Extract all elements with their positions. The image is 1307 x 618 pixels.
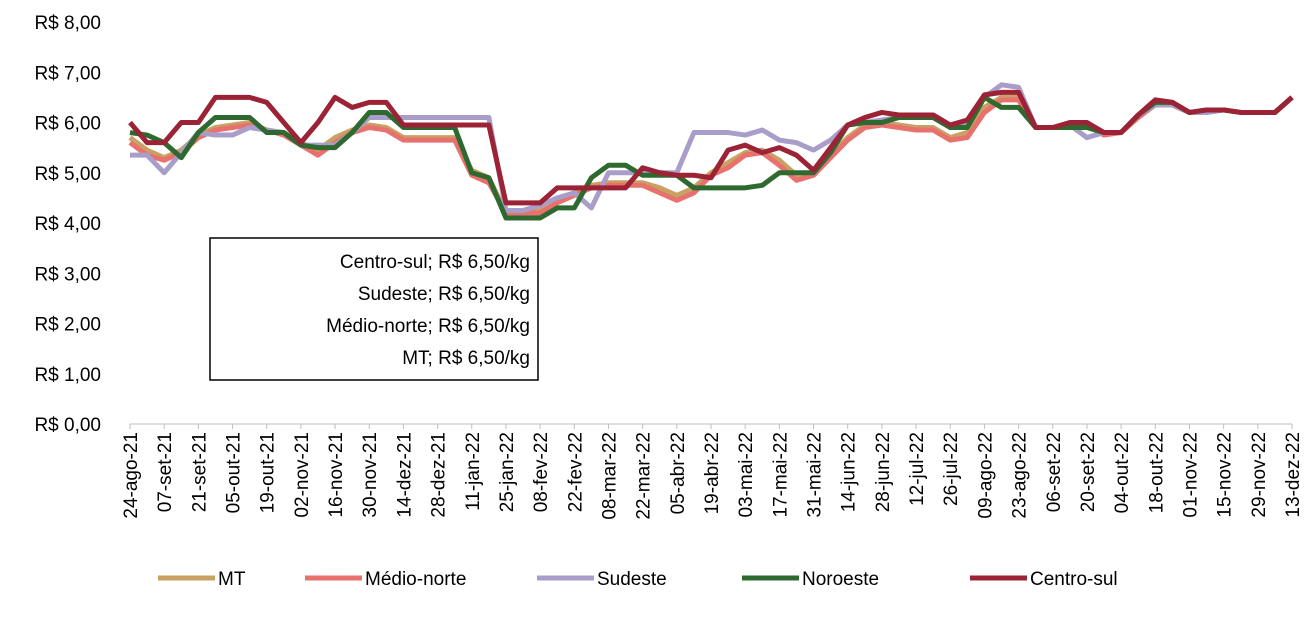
legend-label: Centro-sul — [1030, 569, 1118, 590]
x-tick-label: 12-jul-22 — [907, 432, 928, 506]
x-tick-label: 28-jun-22 — [873, 432, 894, 512]
series-line — [128, 89, 1294, 206]
x-tick-label: 11-jan-22 — [463, 432, 484, 511]
legend-label: Sudeste — [597, 569, 667, 590]
x-tick-label: 02-nov-21 — [292, 432, 313, 518]
legend-label: Médio-norte — [365, 569, 466, 590]
annotation-text: Centro-sul; R$ 6,50/kg — [340, 252, 530, 273]
x-tick-label: 01-nov-22 — [1180, 432, 1201, 518]
y-tick-label: R$ 3,00 — [34, 264, 101, 285]
x-tick-label: 08-mar-22 — [599, 432, 620, 520]
y-tick-label: R$ 8,00 — [34, 13, 101, 34]
x-tick-label: 30-nov-21 — [360, 432, 381, 518]
x-tick-label: 17-mai-22 — [770, 432, 791, 518]
series-line — [128, 95, 1294, 216]
x-tick-label: 22-mar-22 — [634, 432, 655, 520]
x-tick-label: 18-out-22 — [1146, 432, 1167, 513]
x-tick-label: 19-out-21 — [258, 432, 279, 513]
x-tick-label: 05-abr-22 — [668, 432, 689, 514]
annotation-text: Médio-norte; R$ 6,50/kg — [326, 316, 530, 337]
x-tick-label: 31-mai-22 — [805, 432, 826, 518]
x-tick-label: 08-fev-22 — [531, 432, 552, 512]
annotation-text: MT; R$ 6,50/kg — [402, 348, 530, 369]
x-tick-label: 13-dez-22 — [1283, 432, 1304, 518]
x-tick-label: 06-set-22 — [1044, 432, 1065, 512]
legend-label: MT — [218, 569, 246, 590]
x-tick-label: 24-ago-21 — [121, 432, 142, 519]
x-tick-label: 14-dez-21 — [394, 432, 415, 518]
series-line — [128, 94, 1294, 216]
x-tick-label: 04-out-22 — [1112, 432, 1133, 513]
x-tick-label: 20-set-22 — [1078, 432, 1099, 512]
x-tick-label: 09-ago-22 — [975, 432, 996, 519]
x-tick-label: 21-set-21 — [189, 432, 210, 512]
series-line — [129, 94, 1294, 221]
x-tick-label: 05-out-21 — [224, 432, 245, 513]
legend-label: Noroeste — [802, 569, 879, 590]
y-tick-label: R$ 4,00 — [34, 214, 101, 235]
x-tick-label: 25-jan-22 — [497, 432, 518, 512]
x-tick-label: 28-dez-21 — [429, 432, 450, 518]
y-tick-label: R$ 1,00 — [34, 365, 101, 386]
series-line — [130, 82, 1294, 213]
x-tick-label: 26-jul-22 — [941, 432, 962, 506]
x-tick-label: 14-jun-22 — [839, 432, 860, 512]
y-tick-label: R$ 2,00 — [34, 315, 101, 336]
x-tick-label: 07-set-21 — [155, 432, 176, 512]
x-tick-label: 16-nov-21 — [326, 432, 347, 518]
annotation-text: Sudeste; R$ 6,50/kg — [358, 284, 530, 305]
y-tick-label: R$ 6,00 — [34, 114, 101, 135]
annotation-box — [209, 237, 539, 381]
x-tick-label: 15-nov-22 — [1215, 432, 1236, 518]
x-tick-label: 29-nov-22 — [1249, 432, 1270, 518]
y-tick-label: R$ 7,00 — [34, 63, 101, 84]
y-tick-label: R$ 0,00 — [34, 415, 101, 436]
y-tick-label: R$ 5,00 — [34, 164, 101, 185]
x-tick-label: 19-abr-22 — [702, 432, 723, 514]
x-tick-label: 03-mai-22 — [736, 432, 757, 518]
x-tick-label: 23-ago-22 — [1010, 432, 1031, 519]
x-tick-label: 22-fev-22 — [565, 432, 586, 512]
